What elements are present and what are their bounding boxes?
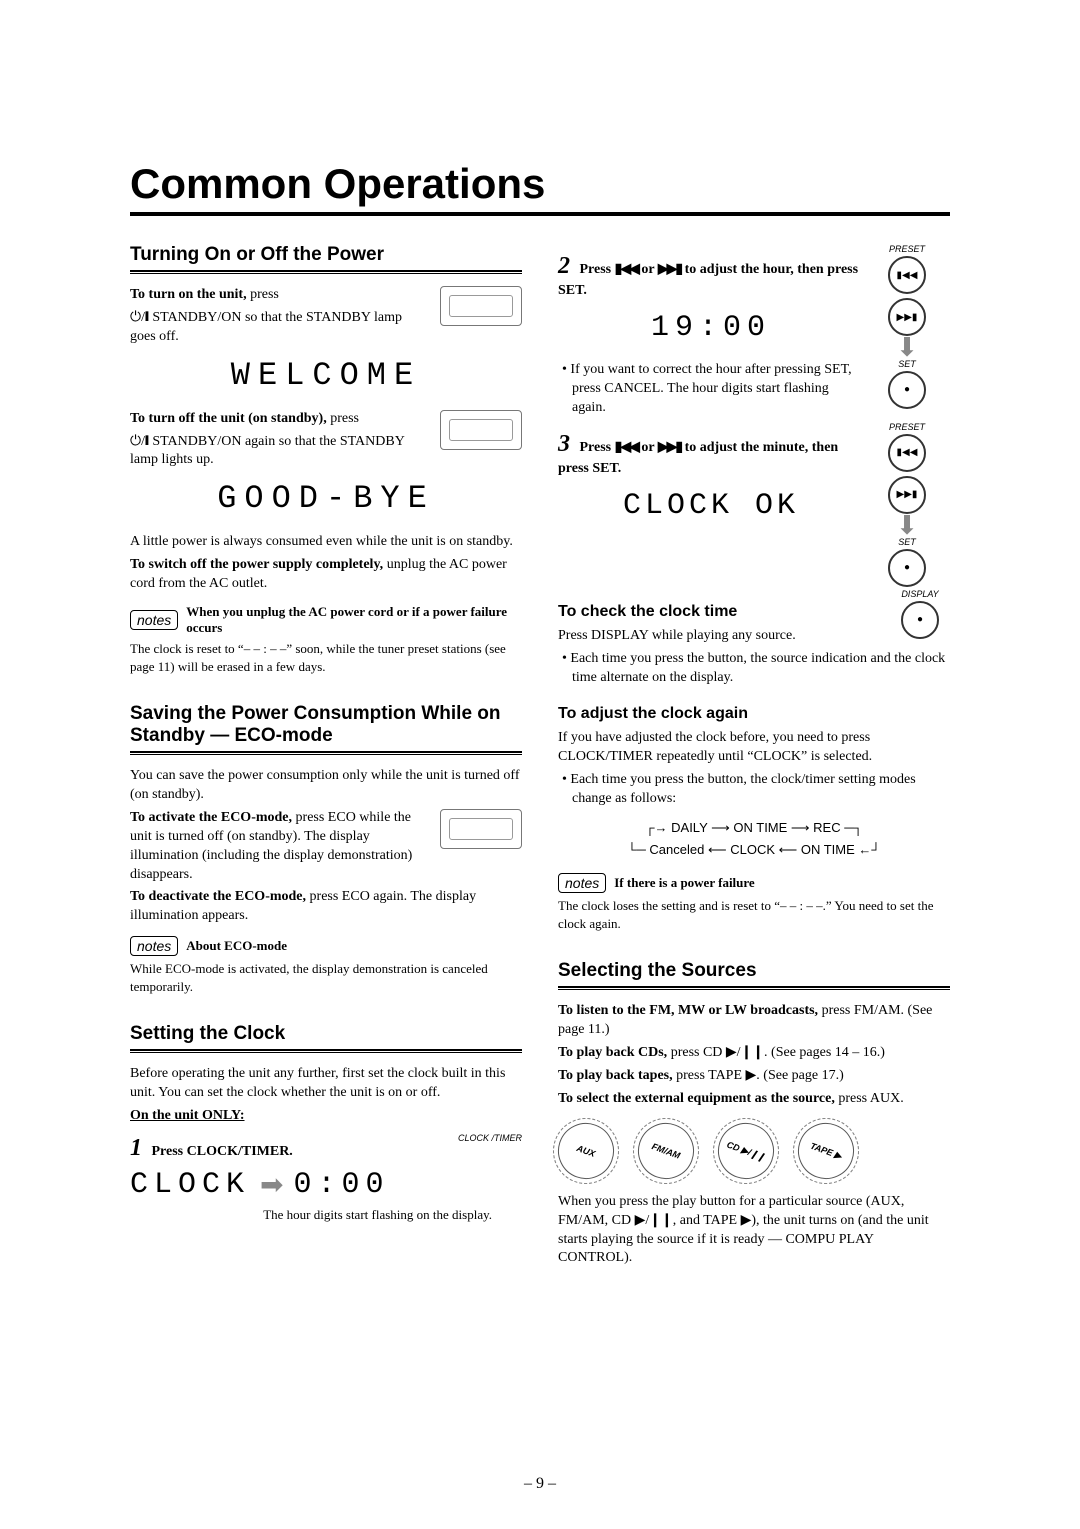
adjust-line1: If you have adjusted the clock before, y… <box>558 729 950 767</box>
unit-only: On the unit ONLY: <box>130 1107 522 1126</box>
src-aux: To select the external equipment as the … <box>558 1090 950 1109</box>
unplug-body: The clock is reset to “– – : – –” soon, … <box>130 640 522 675</box>
left-column: Turning On or Off the Power To turn on t… <box>130 244 522 1272</box>
skip-next-icon: ▶▶▮ <box>658 259 681 278</box>
unplug-title: When you unplug the AC power cord or if … <box>186 604 522 636</box>
skip-prev-icon: ▮◀◀ <box>615 259 638 278</box>
standby-button-illustration-2 <box>440 410 522 450</box>
eco-on-label: To activate the ECO-mode, <box>130 810 292 825</box>
skip-next-button[interactable]: ▶▶▮ <box>888 476 926 514</box>
step1-caption: The hour digits start flashing on the di… <box>130 1206 492 1224</box>
preset-set-controls-1: PRESET ▮◀◀ ▶▶▮ ⬇ SET ● <box>864 244 950 411</box>
right-column: PRESET ▮◀◀ ▶▶▮ ⬇ SET ● 2 Press ▮◀◀ or ▶▶… <box>558 244 950 1272</box>
tape-button[interactable]: TAPE ▶ <box>790 1115 862 1187</box>
clock-mode-flow: ┌→ DAILY ⟶ ON TIME ⟶ REC ─┐ └─ Canceled … <box>558 817 950 861</box>
step2-text: Press ▮◀◀ or ▶▶▮ to adjust the hour, the… <box>558 262 858 298</box>
turn-off-rest: press <box>327 411 359 426</box>
display-goodbye: GOOD‑BYE <box>130 480 522 517</box>
display-button-control: DISPLAY ● <box>890 589 950 641</box>
step3-text: Press ▮◀◀ or ▶▶▮ to adjust the minute, t… <box>558 440 838 476</box>
eco-off: To deactivate the ECO-mode, press ECO ag… <box>130 888 522 926</box>
step-number-3: 3 <box>558 431 570 457</box>
eco-button-illustration <box>440 809 522 849</box>
skip-next-icon: ▶▶▮ <box>658 437 681 456</box>
cd-button[interactable]: CD ▶/❙❙ <box>710 1115 782 1187</box>
adjust-bullet: • Each time you press the button, the cl… <box>558 771 950 809</box>
clock-timer-button-label: CLOCK /TIMER <box>458 1132 522 1144</box>
page-title: Common Operations <box>130 160 950 216</box>
display-000: 0:00 <box>293 1168 389 1202</box>
skip-prev-icon: ▮◀◀ <box>615 437 638 456</box>
src-tape: To play back tapes, press TAPE ▶. (See p… <box>558 1067 950 1086</box>
source-buttons-row: AUX FM/AM CD ▶/❙❙ TAPE ▶ <box>558 1123 950 1179</box>
eco-off-label: To deactivate the ECO-mode, <box>130 889 306 904</box>
fmam-button[interactable]: FM/AM <box>630 1115 702 1187</box>
notes-icon: notes <box>558 873 606 893</box>
flow-bottom: └─ Canceled ⟵ CLOCK ⟵ ON TIME ←┘ <box>558 839 950 861</box>
pf-title: If there is a power failure <box>614 875 754 891</box>
eco-notes-title: About ECO-mode <box>186 938 287 954</box>
preset-label: PRESET <box>864 422 950 432</box>
pf-body: The clock loses the setting and is reset… <box>558 897 950 932</box>
section-eco: Saving the Power Consumption While on St… <box>130 703 522 747</box>
turn-on-rest: press <box>247 287 279 302</box>
notes-unplug: notes When you unplug the AC power cord … <box>130 604 522 636</box>
section-sources: Selecting the Sources <box>558 960 950 982</box>
display-button-label: DISPLAY <box>890 589 950 599</box>
notes-eco: notes About ECO-mode <box>130 936 522 956</box>
divider <box>130 1049 522 1053</box>
eco-notes-body: While ECO-mode is activated, the display… <box>130 960 522 995</box>
eco-intro: You can save the power consumption only … <box>130 767 522 805</box>
step-number-1: 1 <box>130 1135 142 1161</box>
arrow-down-icon: ⬇ <box>864 516 950 537</box>
set-label: SET <box>864 359 950 369</box>
step1-text: Press CLOCK/TIMER. <box>152 1144 293 1159</box>
page-number: – 9 – <box>0 1475 1080 1493</box>
divider <box>130 270 522 274</box>
power-icon: ⏻/❙ <box>130 310 152 325</box>
check-bullet: • Each time you press the button, the so… <box>558 650 950 688</box>
src-cd: To play back CDs, press CD ▶/❙❙. (See pa… <box>558 1044 950 1063</box>
step1-displays: CLOCK ➡ 0:00 <box>130 1168 522 1202</box>
divider <box>558 986 950 990</box>
notes-icon: notes <box>130 610 178 630</box>
src-fm: To listen to the FM, MW or LW broadcasts… <box>558 1002 950 1040</box>
standby-note: A little power is always consumed even w… <box>130 533 522 552</box>
compu-play: When you press the play button for a par… <box>558 1193 950 1269</box>
adjust-clock-title: To adjust the clock again <box>558 705 950 723</box>
divider <box>130 751 522 755</box>
skip-next-button[interactable]: ▶▶▮ <box>888 298 926 336</box>
clock-intro: Before operating the unit any further, f… <box>130 1065 522 1103</box>
notes-icon: notes <box>130 936 178 956</box>
turn-on-label: To turn on the unit, <box>130 287 247 302</box>
notes-pf: notes If there is a power failure <box>558 873 950 893</box>
section-clock: Setting the Clock <box>130 1023 522 1045</box>
arrow-down-icon: ⬇ <box>864 338 950 359</box>
section-power: Turning On or Off the Power <box>130 244 522 266</box>
standby-button-illustration <box>440 286 522 326</box>
skip-prev-button[interactable]: ▮◀◀ <box>888 434 926 472</box>
set-label: SET <box>864 537 950 547</box>
display-button[interactable]: ● <box>901 601 939 639</box>
skip-prev-button[interactable]: ▮◀◀ <box>888 256 926 294</box>
arrow-right-icon: ➡ <box>260 1168 283 1202</box>
preset-label: PRESET <box>864 244 950 254</box>
power-icon: ⏻/❙ <box>130 434 152 449</box>
switch-off-label: To switch off the power supply completel… <box>130 557 383 572</box>
step1: 1 Press CLOCK/TIMER. CLOCK /TIMER <box>130 1132 522 1164</box>
step-number-2: 2 <box>558 253 570 279</box>
display-welcome: WELCOME <box>130 357 522 394</box>
switch-off-text: To switch off the power supply completel… <box>130 556 522 594</box>
set-button[interactable]: ● <box>888 549 926 587</box>
turn-off-label: To turn off the unit (on standby), <box>130 411 327 426</box>
flow-top: ┌→ DAILY ⟶ ON TIME ⟶ REC ─┐ <box>558 817 950 839</box>
aux-button[interactable]: AUX <box>550 1115 622 1187</box>
preset-set-controls-2: PRESET ▮◀◀ ▶▶▮ ⬇ SET ● <box>864 422 950 589</box>
set-button[interactable]: ● <box>888 371 926 409</box>
display-clock: CLOCK <box>130 1168 250 1202</box>
